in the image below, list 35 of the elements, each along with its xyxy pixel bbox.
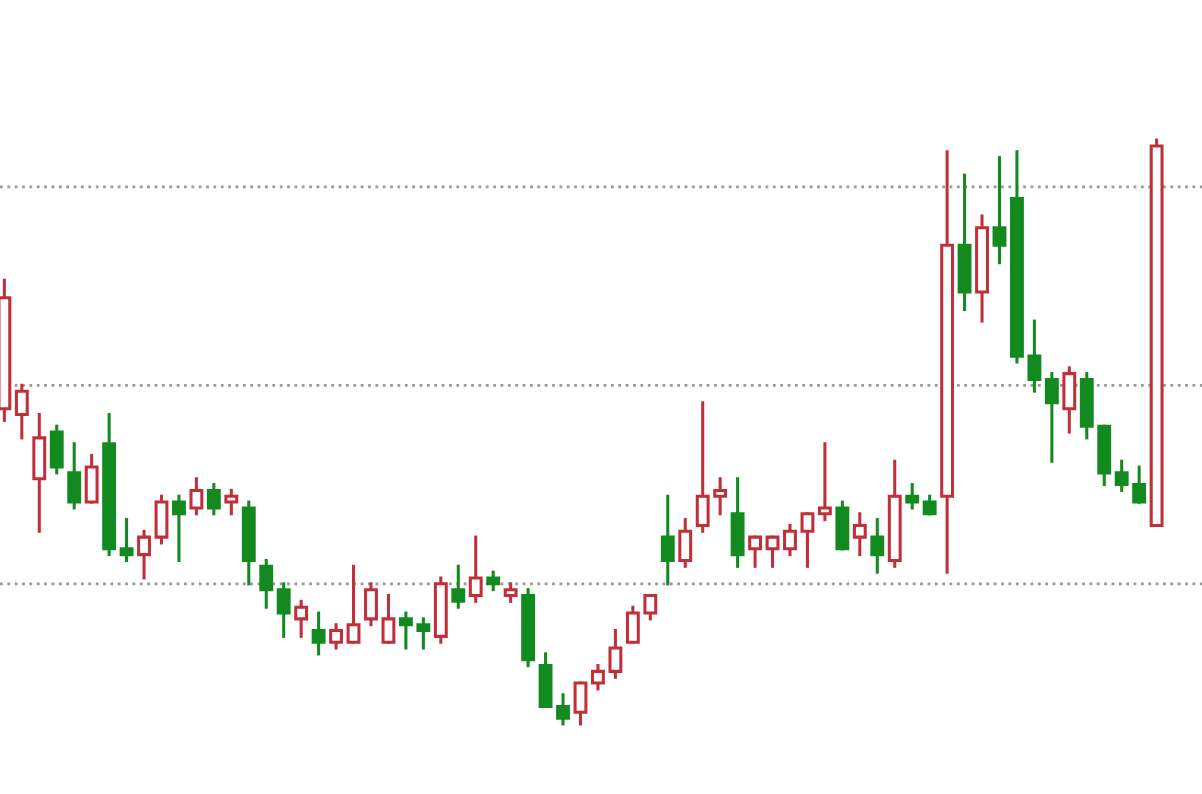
candlestick [852,512,867,557]
candlestick [870,518,885,574]
candlestick [102,412,117,557]
candlestick [783,523,797,557]
candlestick [137,529,151,580]
candlestick [660,494,675,586]
candlestick [887,459,902,568]
candlestick [294,599,309,638]
candlestick [468,535,483,603]
candlestick [817,442,832,522]
candlestick [1062,366,1077,434]
candlestick [172,494,186,562]
candlestick [276,582,291,638]
candlestick [0,278,12,422]
candlestick [451,564,466,609]
candlestick [521,588,536,668]
candlestick [206,483,221,516]
candlestick [940,150,955,574]
candlestick [364,582,378,627]
candlestick [503,582,518,603]
candlestick [433,576,448,644]
candlestick [975,214,989,323]
candlestick [224,488,239,516]
candlestick [119,518,134,562]
candlestick [957,173,972,311]
candlestick [14,383,29,440]
candlestick [189,477,204,516]
candlestick [311,611,326,656]
candlestick [730,477,745,568]
candlestick [992,156,1007,265]
candlestick [1044,372,1059,463]
candlestick [32,412,47,533]
candlestick [678,518,693,568]
candlestick [329,623,344,650]
candlestick [259,558,274,609]
